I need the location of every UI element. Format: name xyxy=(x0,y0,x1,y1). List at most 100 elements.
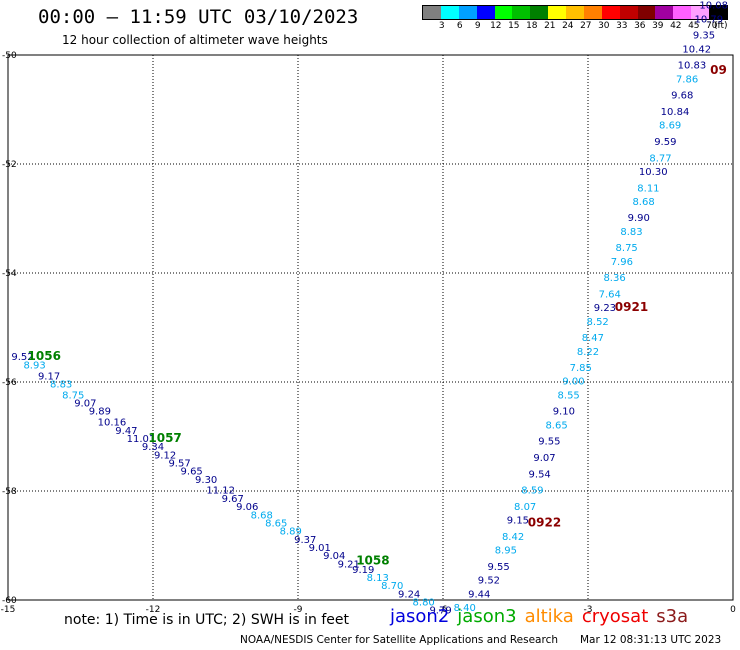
legend-label: 33 xyxy=(616,21,628,31)
wave-height-reading: 9.19 xyxy=(352,565,374,576)
wave-height-reading: 9.15 xyxy=(507,516,529,527)
satellite-name: jason3 xyxy=(457,606,517,627)
wave-height-reading: 11.12 xyxy=(206,486,235,497)
longitude-tick-label: -9 xyxy=(294,605,303,615)
wave-height-reading: 10.83 xyxy=(678,61,707,72)
legend-label: 27 xyxy=(580,21,592,31)
legend-label: 42 xyxy=(670,21,682,31)
map-grid xyxy=(7,54,734,601)
legend-unit: (ft) xyxy=(714,21,728,31)
wave-height-reading: 10.84 xyxy=(661,107,690,118)
satellite-name: cryosat xyxy=(581,606,649,627)
legend-swatch xyxy=(637,6,656,19)
wave-height-reading: 9.55 xyxy=(538,437,560,448)
wave-height-reading: 8.42 xyxy=(502,532,524,543)
latitude-tick-label: -50 xyxy=(2,51,17,61)
legend-swatch xyxy=(691,6,709,19)
track-labels: 1056 1057 1058 0922 0921 09 xyxy=(28,63,727,568)
wave-height-reading: 8.55 xyxy=(558,390,580,401)
latitude-tick-label: -52 xyxy=(2,160,17,170)
wave-height-reading: 10.42 xyxy=(682,44,711,55)
legend-label: 30 xyxy=(598,21,610,31)
wave-height-reading: 9.54 xyxy=(529,469,551,480)
map-axes: -15 -12 -9 -6 -3 0 -50 -52 -54 -56 -58 -60 xyxy=(1,51,736,615)
map-frame xyxy=(7,54,734,601)
wave-height-reading: 9.00 xyxy=(562,377,584,388)
track-time-label: 0922 xyxy=(528,515,561,529)
wave-height-reading: 9.07 xyxy=(533,453,555,464)
wave-height-reading: 9.35 xyxy=(693,31,715,42)
legend-label: 9 xyxy=(474,21,481,31)
wave-height-reading: 8.36 xyxy=(603,273,625,284)
wave-height-reading: 8.52 xyxy=(587,317,609,328)
legend-swatch xyxy=(530,6,549,19)
latitude-tick-label: -56 xyxy=(2,378,17,388)
wave-height-reading: 7.96 xyxy=(611,257,633,268)
legend-swatch xyxy=(673,6,692,19)
wave-height-reading: 9.52 xyxy=(11,352,33,363)
wave-height-reading: 8.70 xyxy=(381,581,403,592)
legend-swatch xyxy=(458,6,477,19)
track-time-label: 1058 xyxy=(356,554,389,568)
wave-height-reading: 8.65 xyxy=(545,420,567,431)
longitude-tick-label: -15 xyxy=(1,605,16,615)
legend-label: 3 xyxy=(438,21,445,31)
legend-label: 39 xyxy=(652,21,664,31)
wave-height-reading: 8.83 xyxy=(50,379,72,390)
wave-height-reading: 9.68 xyxy=(671,91,693,102)
wave-height-reading: 7.85 xyxy=(570,363,592,374)
wave-height-reading: 8.68 xyxy=(632,197,654,208)
track-time-label: 1057 xyxy=(148,431,181,445)
satellite-legend: jason2 jason3 altika cryosat s3a xyxy=(390,606,696,627)
wave-height-reading: 8.07 xyxy=(514,502,536,513)
legend-swatch xyxy=(494,6,513,19)
wave-height-reading: 9.89 xyxy=(89,407,111,418)
page-subtitle: 12 hour collection of altimeter wave hei… xyxy=(62,33,328,47)
legend-swatch xyxy=(512,6,531,19)
wave-height-reading: 10.16 xyxy=(98,418,127,429)
wave-height-reading: 8.13 xyxy=(367,573,389,584)
longitude-tick-label: -6 xyxy=(439,605,448,615)
wave-height-reading: 9.52 xyxy=(478,576,500,587)
wave-height-reading: 8.93 xyxy=(23,360,45,371)
legend-label: 45 xyxy=(688,21,700,31)
wave-height-reading: 9.55 xyxy=(487,562,509,573)
wave-height-reading: 11.01 xyxy=(127,434,156,445)
track-time-label: 09 xyxy=(710,63,727,77)
wave-height-reading: 10.30 xyxy=(639,167,668,178)
wave-height-reading: 10.79 xyxy=(695,14,724,25)
wave-height-reading: 8.83 xyxy=(620,227,642,238)
legend-label: 6 xyxy=(456,21,463,31)
wave-height-reading: 8.95 xyxy=(495,546,517,557)
wave-height-reading: 9.79 xyxy=(429,606,451,617)
wave-height-reading: 9.12 xyxy=(154,450,176,461)
color-scale-labels: 3 6 9 12 15 18 21 24 27 30 33 36 39 42 45 70 xyxy=(422,21,728,33)
wave-height-reading: 9.06 xyxy=(236,502,258,513)
wave-height-reading: 8.59 xyxy=(521,486,543,497)
wave-height-reading: 9.57 xyxy=(168,458,190,469)
wave-height-reading: 9.10 xyxy=(553,407,575,418)
wave-height-reading: 8.69 xyxy=(659,121,681,132)
wave-height-reading: 8.89 xyxy=(280,527,302,538)
satellite-name: s3a xyxy=(656,606,689,627)
wave-height-reading: 8.68 xyxy=(251,510,273,521)
wave-height-reading: 9.44 xyxy=(468,589,490,600)
wave-height-reading: 9.34 xyxy=(142,442,164,453)
legend-swatch xyxy=(476,6,495,19)
legend-swatch xyxy=(583,6,602,19)
longitude-tick-label: -12 xyxy=(146,605,161,615)
legend-label: 36 xyxy=(634,21,646,31)
legend-label: 15 xyxy=(508,21,520,31)
wave-height-reading: 7.64 xyxy=(599,290,621,301)
wave-height-reading: 9.24 xyxy=(398,589,420,600)
wave-height-reading: 8.80 xyxy=(413,597,435,608)
latitude-tick-label: -54 xyxy=(2,269,17,279)
footer-note: note: 1) Time is in UTC; 2) SWH is in fe… xyxy=(64,612,350,628)
legend-label: 70 xyxy=(706,21,718,31)
legend-swatch xyxy=(566,6,584,19)
wave-height-reading: 7.86 xyxy=(676,74,698,85)
legend-swatch xyxy=(423,6,441,19)
wave-height-reading: 9.90 xyxy=(628,213,650,224)
satellite-name: altika xyxy=(524,606,574,627)
